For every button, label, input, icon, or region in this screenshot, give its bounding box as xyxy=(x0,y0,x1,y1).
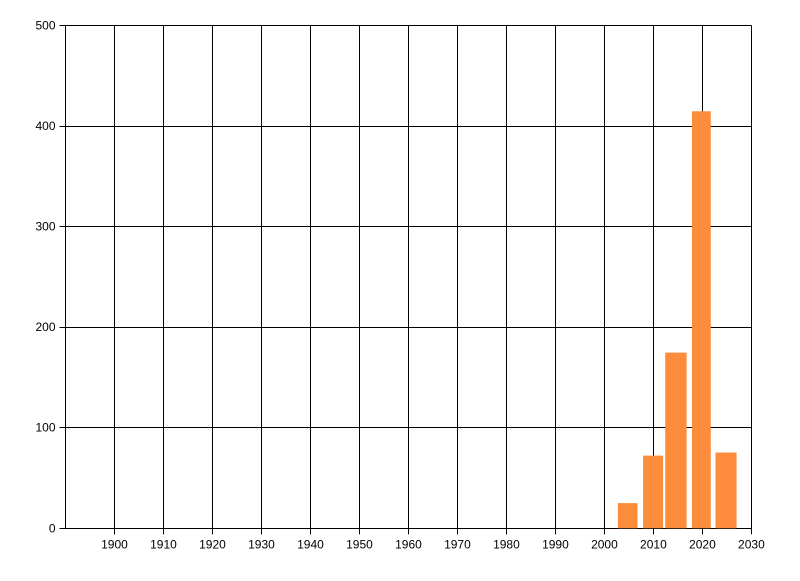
svg-text:1990: 1990 xyxy=(542,537,569,551)
svg-text:1900: 1900 xyxy=(101,537,128,551)
svg-text:2010: 2010 xyxy=(640,537,667,551)
svg-text:2000: 2000 xyxy=(591,537,618,551)
svg-text:300: 300 xyxy=(35,220,55,234)
svg-text:400: 400 xyxy=(35,119,55,133)
svg-text:1930: 1930 xyxy=(248,537,275,551)
svg-text:1910: 1910 xyxy=(150,537,177,551)
svg-text:500: 500 xyxy=(35,19,55,33)
svg-text:1950: 1950 xyxy=(346,537,373,551)
svg-text:2030: 2030 xyxy=(738,537,765,551)
svg-text:1920: 1920 xyxy=(199,537,226,551)
svg-text:1970: 1970 xyxy=(444,537,471,551)
svg-text:1980: 1980 xyxy=(493,537,520,551)
svg-text:1940: 1940 xyxy=(297,537,324,551)
svg-text:0: 0 xyxy=(49,521,56,535)
svg-text:100: 100 xyxy=(35,421,55,435)
svg-text:200: 200 xyxy=(35,320,55,334)
svg-text:1960: 1960 xyxy=(395,537,422,551)
svg-text:2020: 2020 xyxy=(689,537,716,551)
